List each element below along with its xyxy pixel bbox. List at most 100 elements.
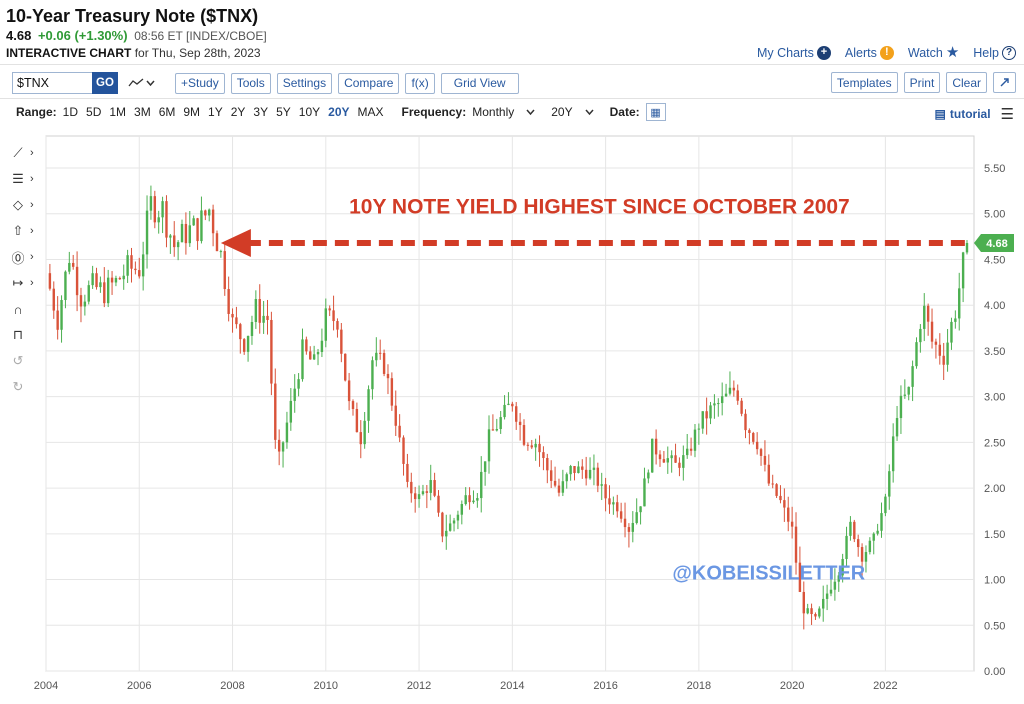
fib-tool[interactable]: ☰ › — [8, 166, 44, 192]
tools-button[interactable]: Tools — [230, 72, 271, 94]
clear-button[interactable]: Clear — [946, 72, 987, 93]
settings-button[interactable]: Settings — [276, 72, 333, 94]
candle-body — [891, 436, 895, 472]
y-tick-label: 3.00 — [984, 392, 1005, 404]
range-option[interactable]: 3Y — [253, 105, 269, 119]
candle-body — [553, 480, 557, 486]
range-option[interactable]: 5Y — [276, 105, 291, 119]
help-icon: ? — [1002, 45, 1016, 60]
range-option[interactable]: 9M — [183, 105, 201, 119]
candle-body — [651, 438, 654, 473]
frequency-label: Frequency: — [401, 105, 467, 119]
candle-body — [254, 299, 258, 322]
candle-body — [499, 417, 502, 430]
drawing-toolbar: ⟋ › ☰ › ◇ › ⇧ › ⓪ › ↦ › ∩ ⊓ ↺ ↻ — [8, 140, 44, 400]
range-option[interactable]: 20Y — [328, 105, 350, 119]
lock-tool[interactable]: ⊓ — [8, 322, 44, 348]
compare-button[interactable]: Compare — [338, 72, 400, 94]
candle-body — [262, 315, 265, 323]
range-option[interactable]: 2Y — [230, 105, 246, 119]
candle-body — [868, 540, 872, 553]
candle-body — [779, 495, 782, 501]
menu-icon[interactable]: ☰ — [1000, 106, 1014, 123]
expand-icon — [1000, 78, 1009, 87]
price-chart[interactable]: 10Y NOTE YIELD HIGHEST SINCE OCTOBER 200… — [0, 126, 1024, 702]
redo-tool[interactable]: ↻ — [8, 374, 44, 400]
candle-body — [670, 455, 673, 459]
grid-view-button[interactable]: Grid View — [440, 72, 519, 94]
candle-body — [110, 277, 114, 283]
magnet-tool[interactable]: ∩ — [8, 296, 44, 322]
candle-body — [157, 217, 160, 223]
candle-body — [923, 305, 926, 329]
range-option[interactable]: MAX — [357, 105, 384, 119]
expand-button[interactable] — [993, 72, 1016, 93]
undo-tool[interactable]: ↺ — [8, 348, 44, 374]
go-button[interactable]: GO — [92, 72, 118, 94]
candle-body — [584, 469, 588, 479]
range-option[interactable]: 3M — [134, 105, 151, 119]
x-tick-label: 2006 — [127, 680, 151, 692]
range-option[interactable]: 6M — [158, 105, 176, 119]
period-dropdown[interactable]: 20Y — [551, 105, 594, 119]
templates-button[interactable]: Templates — [830, 72, 898, 93]
range-options: 1D 5D 1M 3M 6M 9M 1Y 2Y 3Y 5Y 10Y 20Y MAX — [63, 105, 392, 119]
symbol-input[interactable] — [12, 72, 92, 94]
candle-body — [794, 526, 798, 563]
candle-body — [394, 405, 397, 426]
y-tick-label: 1.50 — [984, 529, 1005, 541]
alerts-link[interactable]: Alerts ! — [845, 45, 894, 60]
y-tick-label: 2.00 — [984, 483, 1005, 495]
candle-body — [445, 530, 448, 537]
range-option[interactable]: 1Y — [208, 105, 223, 119]
calendar-icon[interactable]: ▦ — [645, 103, 666, 121]
text-tool[interactable]: ⓪ › — [8, 244, 44, 270]
candle-body — [755, 441, 759, 450]
candle-body — [705, 411, 708, 419]
study-button[interactable]: +Study — [175, 72, 225, 94]
shape-tool[interactable]: ◇ › — [8, 192, 44, 218]
magnet-icon: ∩ — [13, 301, 23, 317]
candle-body — [864, 552, 868, 562]
candle-body — [748, 430, 751, 434]
tutorial-link[interactable]: ▤ tutorial ☰ — [935, 105, 1014, 123]
range-option[interactable]: 10Y — [298, 105, 321, 119]
measure-tool[interactable]: ↦ › — [8, 270, 44, 296]
candle-body — [526, 444, 530, 446]
arrow-tool[interactable]: ⇧ › — [8, 218, 44, 244]
my-charts-link[interactable]: My Charts + — [757, 45, 831, 60]
line-tool[interactable]: ⟋ › — [8, 140, 44, 166]
candle-body — [441, 512, 444, 537]
candle-body — [829, 589, 833, 594]
print-button[interactable]: Print — [903, 72, 941, 93]
help-link[interactable]: Help ? — [973, 45, 1016, 60]
y-tick-label: 5.00 — [984, 209, 1005, 221]
chart-type-dropdown[interactable] — [128, 78, 155, 88]
candles — [48, 185, 969, 630]
divider — [0, 64, 1024, 65]
candle-body — [818, 608, 821, 617]
price-change: +0.06 (+1.30%) — [37, 28, 128, 43]
y-tick-label: 0.00 — [984, 666, 1005, 678]
candle-body — [476, 498, 479, 501]
frequency-dropdown[interactable]: Monthly — [472, 105, 535, 119]
watch-link[interactable]: Watch ★ — [908, 45, 959, 60]
candle-body — [402, 437, 405, 464]
range-option[interactable]: 5D — [86, 105, 102, 119]
candle-body — [825, 593, 829, 599]
fx-button[interactable]: f(x) — [405, 72, 435, 94]
y-tick-label: 1.00 — [984, 575, 1005, 587]
candle-body — [316, 352, 320, 355]
candle-body — [293, 388, 296, 401]
candle-body — [406, 463, 409, 482]
candle-body — [363, 420, 366, 445]
candle-body — [942, 355, 945, 365]
candle-body — [965, 243, 969, 253]
text-tool-icon: ⓪ — [11, 250, 25, 266]
range-option[interactable]: 1D — [62, 105, 79, 119]
range-option[interactable]: 1M — [109, 105, 127, 119]
candle-body — [130, 255, 133, 269]
tutorial-label: tutorial — [949, 107, 991, 121]
candle-body — [600, 484, 603, 486]
help-label: Help — [973, 45, 999, 60]
